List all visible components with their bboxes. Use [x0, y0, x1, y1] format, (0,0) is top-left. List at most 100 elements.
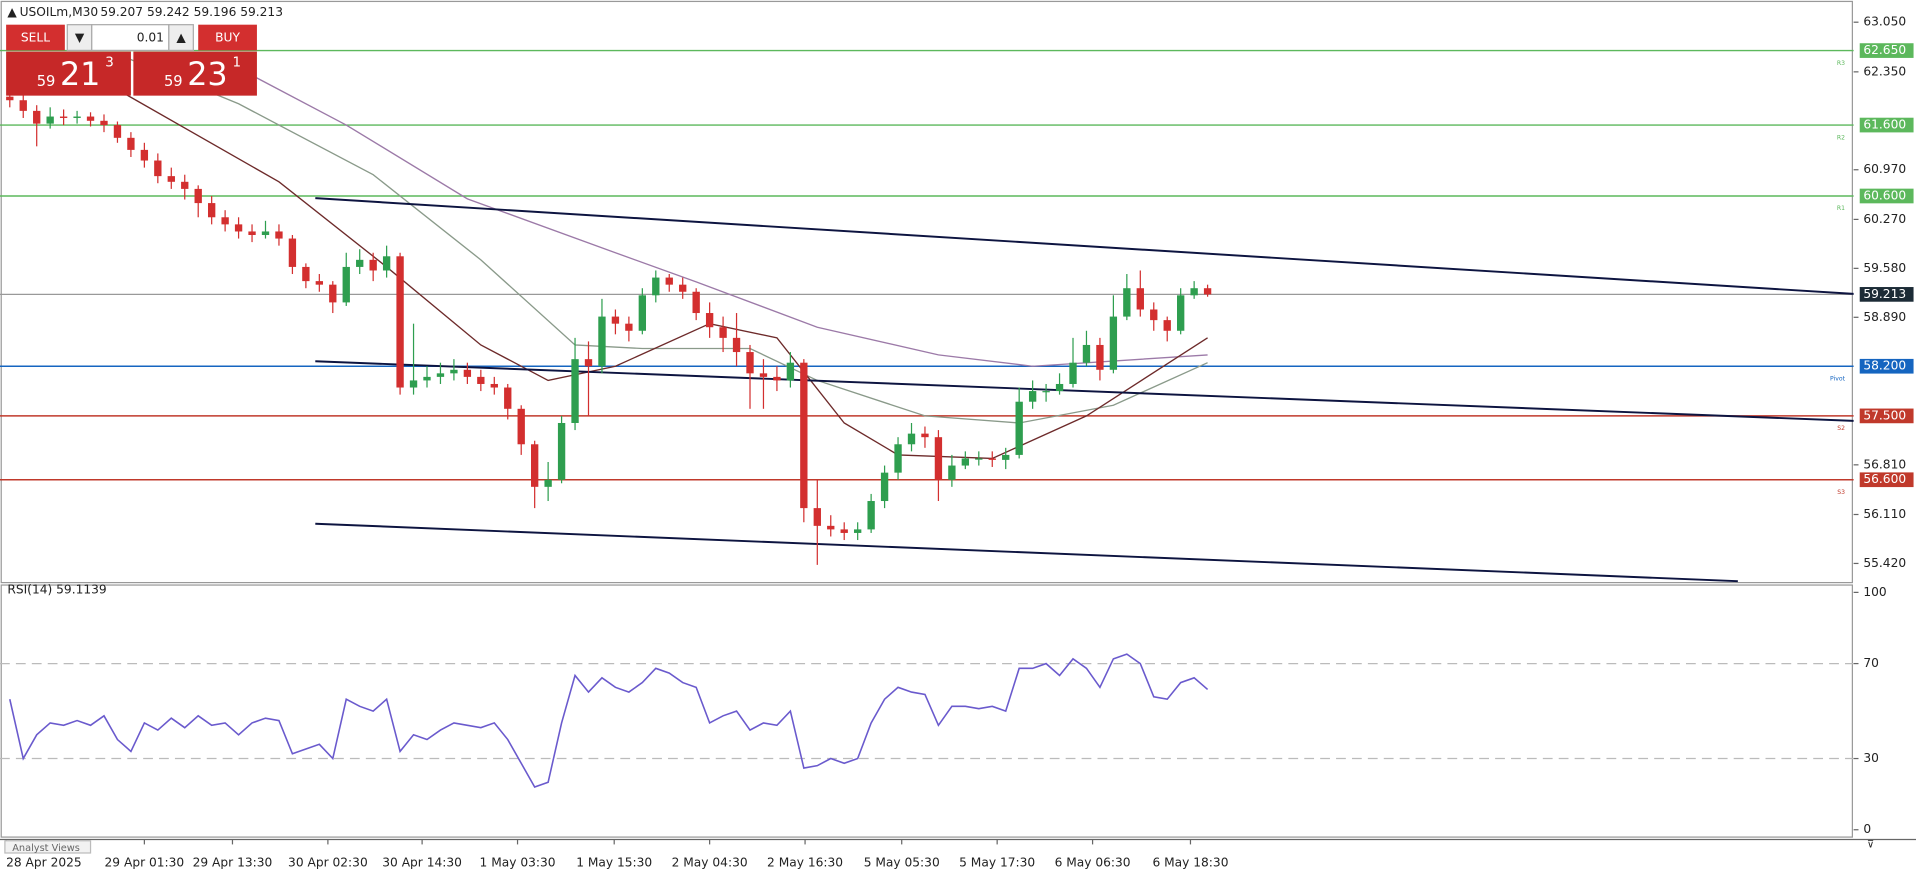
candle-body [194, 188, 202, 204]
candle-body [598, 316, 606, 367]
candle-body [19, 100, 27, 111]
lot-down-arrow: ▼ [75, 31, 85, 45]
time-label: 6 May 06:30 [1055, 855, 1131, 869]
lot-value: 0.01 [137, 31, 164, 45]
level-tag: S2 [1837, 425, 1845, 432]
scroll-arrow: ⊽ [1867, 839, 1874, 850]
rsi-frame [0, 584, 1853, 838]
rsi-tick-label: 100 [1863, 585, 1886, 599]
candle-body [584, 359, 593, 367]
rsi-pane: 28 Apr 2025 29 Apr 01:30 29 Apr 13:30 30 Ap… [0, 584, 1916, 869]
candle-body [894, 444, 902, 473]
current-price-label: 59.213 [1863, 287, 1906, 301]
candle-body [1123, 288, 1131, 317]
time-label: 5 May 05:30 [864, 855, 940, 869]
buy-price-big: 59 [164, 73, 183, 90]
candle-body [450, 369, 458, 374]
y-tick-label: 59.580 [1863, 261, 1906, 275]
level-price-label: 56.600 [1863, 472, 1906, 486]
trendline [315, 197, 1854, 295]
y-tick-label: 60.970 [1863, 162, 1906, 176]
level-price-box [1859, 43, 1914, 58]
quote: 59.207 59.242 59.196 59.213 [100, 5, 283, 19]
y-tick-label: 58.890 [1863, 310, 1906, 324]
candle-body [1109, 316, 1118, 370]
buy-price-box[interactable] [133, 51, 257, 96]
time-label: 6 May 18:30 [1152, 855, 1228, 869]
candle-body [436, 373, 445, 377]
time-label: 2 May 04:30 [672, 855, 748, 869]
candle-body [33, 110, 41, 124]
y-tick-label: 62.350 [1863, 64, 1906, 78]
candle-body [100, 120, 108, 126]
buy-price-main: 23 [187, 55, 227, 93]
sell-price-big: 59 [37, 73, 56, 90]
candle-body [1096, 344, 1104, 370]
candle-body [382, 256, 391, 271]
candle-body [1028, 391, 1037, 402]
candle-body [1042, 391, 1050, 393]
candle-body [719, 327, 727, 338]
candle-body [234, 224, 243, 232]
level-price-box [1859, 408, 1914, 424]
rsi-line [9, 653, 1209, 788]
candle-body [1163, 320, 1171, 331]
candle-body [705, 313, 714, 328]
analyst-views-tab[interactable] [4, 840, 92, 854]
candle-body [732, 337, 741, 353]
candle-body [1203, 288, 1212, 295]
moving-average [238, 67, 1208, 367]
candle-body [692, 291, 700, 314]
time-label: 1 May 15:30 [576, 855, 652, 869]
candle-body [880, 472, 889, 502]
sell-price-small: 3 [105, 56, 114, 71]
level-price-box [1859, 358, 1914, 374]
candle-body [248, 231, 256, 236]
candle-body [181, 181, 189, 189]
candle-body [490, 383, 498, 388]
candle-body [369, 259, 377, 271]
symbol-arrow: ▲ [7, 5, 17, 19]
level-tag: R2 [1837, 134, 1845, 141]
sell-button[interactable] [6, 24, 65, 51]
buy-button[interactable] [198, 24, 257, 51]
candle-body [652, 277, 660, 296]
candle-body [1136, 288, 1144, 310]
level-tag: R3 [1837, 60, 1845, 67]
candle-body [127, 137, 135, 150]
symbol: USOILm,M30 [20, 5, 99, 19]
candle-body [746, 352, 754, 374]
candle-body [934, 437, 943, 480]
lot-down[interactable] [66, 24, 93, 51]
candle-body [840, 529, 848, 533]
candle-body [827, 525, 835, 530]
candle-body [356, 259, 364, 267]
lot-up[interactable] [168, 24, 194, 51]
sell-price-box[interactable] [6, 51, 131, 96]
rsi-tick-label: 30 [1863, 751, 1879, 765]
candle-body [342, 266, 350, 303]
candle-body [948, 465, 956, 480]
candle-body [517, 408, 525, 445]
candle-body [1055, 383, 1064, 392]
candle-body [759, 373, 768, 377]
candle-body [477, 376, 485, 384]
lot-input[interactable] [91, 24, 170, 51]
candle-body [329, 284, 337, 303]
candle-body [907, 433, 916, 445]
candle-body [1082, 344, 1091, 363]
y-tick-label: 56.110 [1863, 507, 1906, 521]
analyst-views-label: Analyst Views [12, 843, 80, 854]
y-tick-label: 55.420 [1863, 556, 1906, 570]
candle-body [800, 362, 808, 509]
candle-body [571, 359, 579, 423]
candle-body [1069, 362, 1077, 384]
candle-body [611, 316, 620, 324]
candle-body [544, 479, 552, 487]
candle-body [167, 176, 175, 182]
candle-body [207, 203, 216, 218]
y-tick-label: 56.810 [1863, 457, 1906, 471]
moving-average [117, 53, 1208, 424]
time-label: 30 Apr 02:30 [288, 855, 368, 869]
